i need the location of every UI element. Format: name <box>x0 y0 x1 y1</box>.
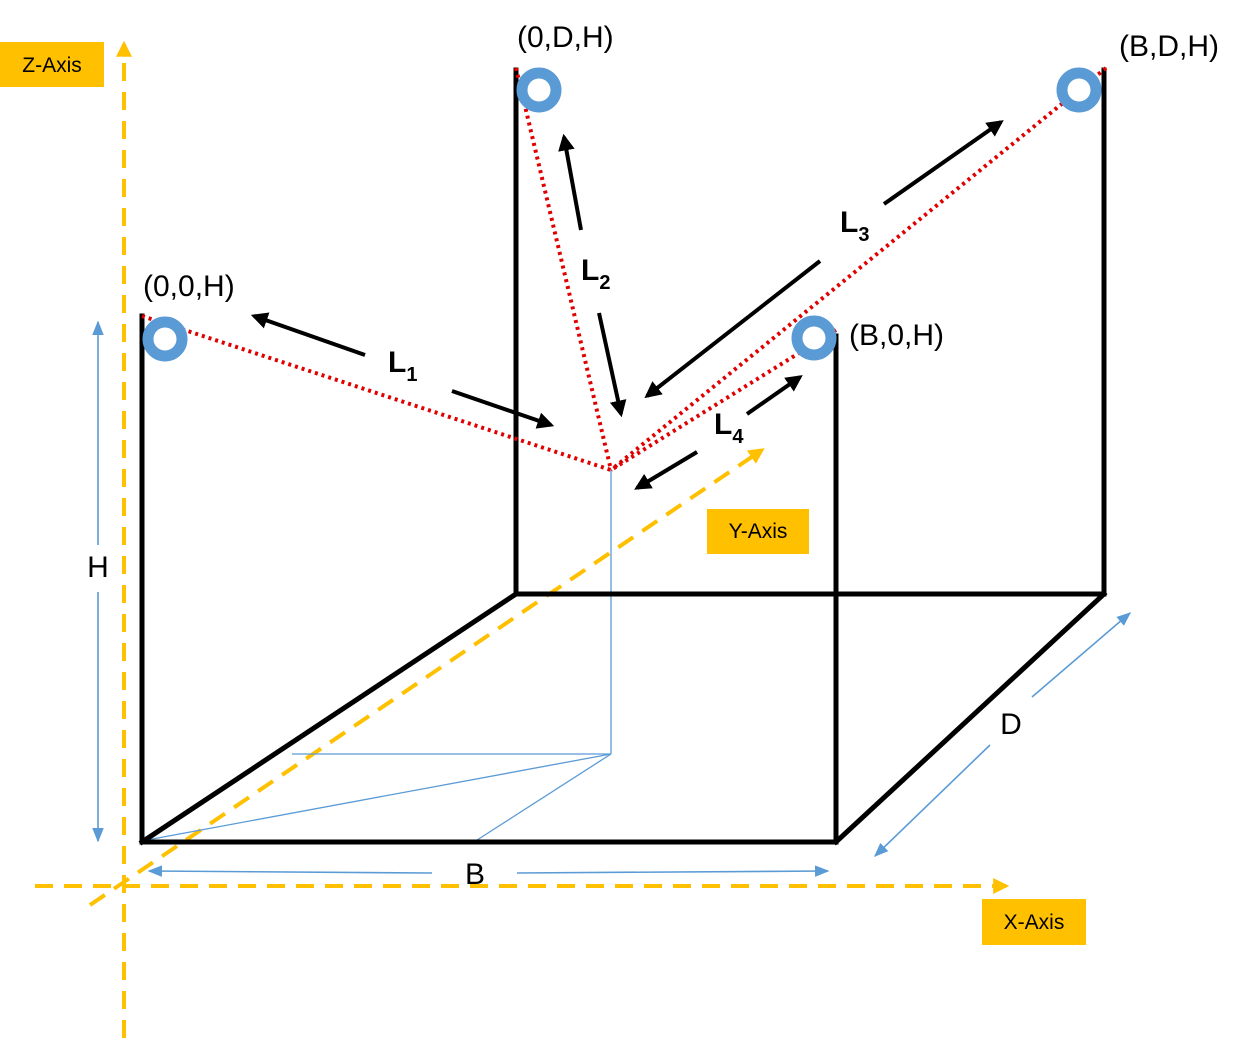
z-axis-label-box: Z-Axis <box>0 42 104 87</box>
depth-dimension-lower <box>873 744 991 858</box>
arrow-l2-lower <box>597 312 627 418</box>
arrow-l4-upper <box>745 375 803 416</box>
right-bottom-beam <box>832 590 1108 846</box>
cable-1-line <box>141 314 612 472</box>
arrow-l1-upper <box>250 312 366 357</box>
floor-projection-origin <box>146 753 612 841</box>
pulley-ring-back-right <box>1056 67 1102 113</box>
y-axis-line <box>88 448 765 907</box>
height-label: H <box>87 551 109 584</box>
corner-label-front-right-top: (B,0,H) <box>849 319 944 352</box>
cable-3-line <box>609 66 1108 472</box>
width-dimension-right <box>516 865 830 877</box>
depth-dimension-upper <box>1031 612 1132 698</box>
projection-lines <box>146 470 612 843</box>
left-bottom-beam <box>138 590 520 846</box>
cable-label-1: L1 <box>388 346 417 386</box>
width-dimension-left <box>147 865 433 877</box>
cable-label-3: L3 <box>840 206 869 246</box>
floor-projection-x <box>473 753 612 843</box>
corner-label-front-left-top: (0,0,H) <box>143 270 235 303</box>
x-axis-label: X-Axis <box>1004 911 1065 934</box>
arrow-l4-lower <box>634 450 699 490</box>
arrow-l3-lower <box>644 259 822 399</box>
arrow-l2-upper <box>558 133 583 231</box>
arrow-l1-lower <box>451 389 555 429</box>
cables-group <box>141 66 1108 472</box>
cable-2-line <box>514 67 613 471</box>
y-axis-label-box: Y-Axis <box>707 509 809 554</box>
axes-group <box>35 40 1010 1038</box>
dimension-lines <box>92 320 1132 877</box>
pulleys-group <box>142 67 1102 362</box>
arrow-l3-upper <box>882 120 1004 206</box>
z-axis-label: Z-Axis <box>22 54 82 77</box>
pulley-ring-back-left <box>516 67 562 113</box>
corner-label-back-right-top: (B,D,H) <box>1119 30 1219 63</box>
width-label: B <box>465 858 485 891</box>
y-axis-label: Y-Axis <box>729 520 788 543</box>
x-axis-label-box: X-Axis <box>982 899 1086 945</box>
cable-label-4: L4 <box>714 408 744 448</box>
frame-structure <box>138 67 1108 846</box>
cable-label-2: L2 <box>581 254 610 294</box>
corner-label-back-left-top: (0,D,H) <box>517 21 614 54</box>
length-arrows <box>250 120 1004 490</box>
pulley-ring-front-left <box>142 316 188 362</box>
pulley-ring-front-right <box>791 315 837 361</box>
depth-label: D <box>1000 708 1022 741</box>
